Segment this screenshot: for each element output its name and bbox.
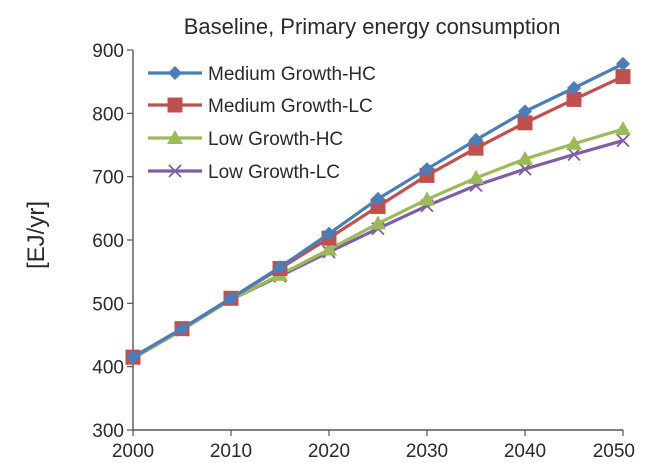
data-point [517,150,533,165]
series-low-growth-lc [126,133,630,366]
legend-marker [167,130,183,144]
legend-marker [167,97,183,113]
y-axis-label: [EJ/yr] [23,201,50,269]
data-point [566,91,582,107]
data-point [468,140,484,156]
y-tick-label: 500 [92,294,124,315]
legend-entry: Medium Growth-LC [148,96,373,117]
data-point [567,147,581,162]
axes: 300 400 500 600 700 800 900 2000 2010 2020 2030 204… [92,41,635,462]
legend-marker [168,164,182,178]
data-point [615,121,631,136]
x-tick-label: 2020 [308,441,350,462]
data-point [371,191,385,206]
data-point [126,350,140,365]
data-point [468,169,484,184]
x-tick-label: 2030 [406,441,448,462]
data-point [616,133,630,148]
data-point [518,162,532,176]
series-medium-growth-hc [126,56,630,365]
legend-label: Low Growth-LC [208,162,340,183]
data-point [273,260,287,275]
x-tick-label: 2040 [504,441,546,462]
legend-label: Medium Growth-LC [208,96,373,117]
legend-label: Medium Growth-HC [208,64,376,85]
y-tick-label: 900 [92,41,124,62]
legend-entry: Low Growth-LC [148,162,340,183]
y-tick-label: 300 [92,421,124,442]
data-point [517,115,533,131]
chart-title: Baseline, Primary energy consumption [184,14,561,39]
x-tick-label: 2050 [593,441,635,462]
legend: Medium Growth-HC Medium Growth-LC Low Grow… [148,64,376,183]
legend-label: Low Growth-HC [208,129,343,150]
data-point [224,291,238,306]
data-point [175,321,189,336]
legend-entry: Low Growth-HC [148,129,343,150]
series-layer [125,56,631,366]
data-point [518,104,532,119]
x-tick-label: 2010 [210,441,252,462]
y-tick-label: 600 [92,231,124,252]
series-line [132,127,624,360]
legend-entry: Medium Growth-HC [148,64,376,85]
data-point [567,81,581,95]
x-tick-label: 2000 [112,441,154,462]
y-tick-label: 800 [92,104,124,125]
data-point [616,56,630,71]
y-tick-label: 400 [92,358,124,379]
data-point [322,226,336,241]
series-line [132,139,624,360]
data-point [469,132,483,147]
data-point [321,241,337,256]
data-point [419,191,435,206]
data-point [370,215,386,230]
series-low-growth-hc [125,121,631,365]
data-point [615,69,631,85]
data-point [566,135,582,150]
y-tick-label: 700 [92,168,124,189]
legend-marker [168,66,182,80]
data-point [420,162,434,177]
